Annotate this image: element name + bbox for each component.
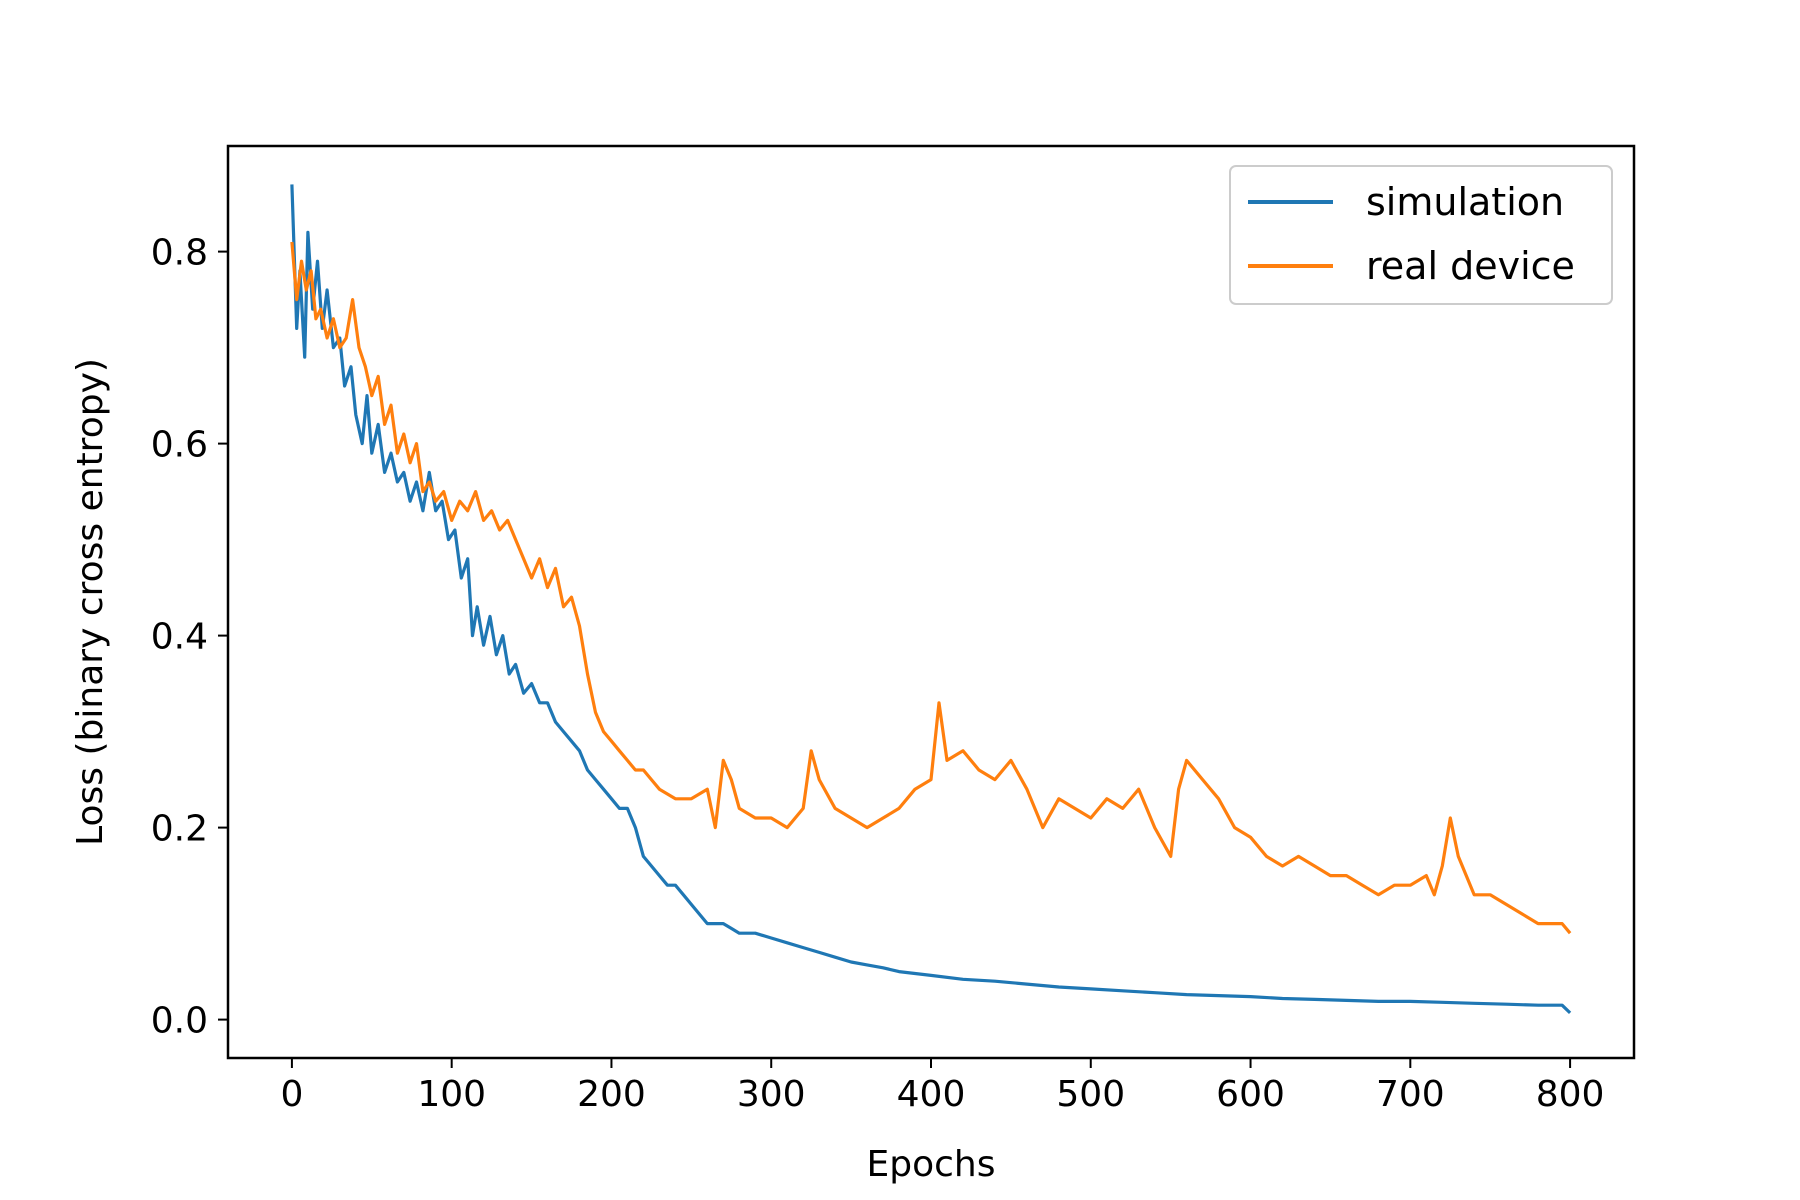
legend-label-simulation: simulation xyxy=(1366,180,1564,224)
x-tick-label: 100 xyxy=(417,1074,486,1115)
x-tick-label: 500 xyxy=(1056,1074,1125,1115)
x-tick-label: 200 xyxy=(577,1074,646,1115)
legend-label-real-device: real device xyxy=(1366,244,1575,288)
y-tick-label: 0.2 xyxy=(151,809,208,850)
x-tick-label: 800 xyxy=(1536,1074,1605,1115)
y-tick-label: 0.8 xyxy=(151,233,208,274)
y-tick-label: 0.6 xyxy=(151,425,208,466)
y-tick-label: 0.4 xyxy=(151,617,208,658)
x-tick-label: 700 xyxy=(1376,1074,1445,1115)
y-axis-label: Loss (binary cross entropy) xyxy=(70,358,111,846)
x-axis-label: Epochs xyxy=(867,1144,996,1185)
x-tick-label: 300 xyxy=(737,1074,806,1115)
x-tick-label: 0 xyxy=(280,1074,303,1115)
x-tick-label: 600 xyxy=(1216,1074,1285,1115)
x-tick-label: 400 xyxy=(897,1074,966,1115)
x-axis-ticks: 0 100 200 300 400 500 600 700 800 xyxy=(280,1058,1604,1115)
series-line-real-device xyxy=(290,241,1572,935)
series-layer xyxy=(290,184,1572,1015)
series-line-simulation xyxy=(290,184,1572,1015)
y-axis-ticks: 0.0 0.2 0.4 0.6 0.8 xyxy=(151,233,228,1042)
legend: simulation real device xyxy=(1229,165,1613,305)
y-tick-label: 0.0 xyxy=(151,1001,208,1042)
plot-area xyxy=(290,184,1572,1015)
